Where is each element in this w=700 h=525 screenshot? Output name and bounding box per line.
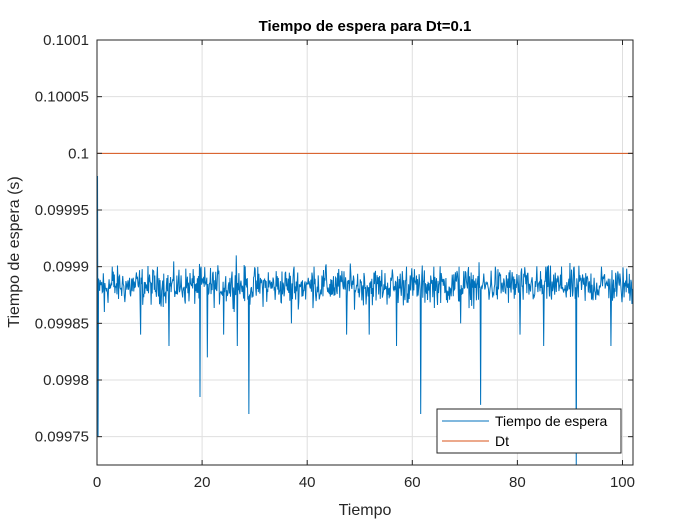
legend: Tiempo de espera Dt [436, 408, 622, 454]
x-axis-label: Tiempo [339, 502, 392, 519]
y-tick-label: 0.09985 [35, 315, 89, 332]
x-tick-label: 40 [299, 474, 316, 491]
y-tick-label: 0.0999 [43, 259, 89, 276]
legend-label-dt: Dt [495, 433, 509, 449]
y-ticks: 0.09975 0.0998 0.09985 0.0999 0.09995 0.1 0.10… [35, 32, 633, 446]
chart-title: Tiempo de espera para Dt=0.1 [259, 18, 472, 35]
x-tick-label: 60 [404, 474, 421, 491]
x-ticks: 0 20 40 60 80 100 [93, 40, 635, 491]
y-tick-label: 0.09995 [35, 202, 89, 219]
series-layer [97, 152, 633, 465]
x-tick-label: 0 [93, 474, 101, 491]
y-axis-label: Tiempo de espera (s) [6, 176, 23, 327]
x-tick-label: 80 [509, 474, 526, 491]
x-tick-label: 20 [194, 474, 211, 491]
legend-label-tiempo-de-espera: Tiempo de espera [495, 413, 608, 429]
y-tick-label: 0.1001 [43, 32, 89, 49]
series-line-tiempo-de-espera [97, 175, 633, 465]
y-tick-label: 0.1 [68, 145, 89, 162]
x-tick-label: 100 [610, 474, 635, 491]
legend-box [436, 408, 622, 454]
y-tick-label: 0.09975 [35, 429, 89, 446]
y-tick-label: 0.0998 [43, 372, 89, 389]
y-tick-label: 0.10005 [35, 89, 89, 106]
axes-box [96, 39, 634, 466]
